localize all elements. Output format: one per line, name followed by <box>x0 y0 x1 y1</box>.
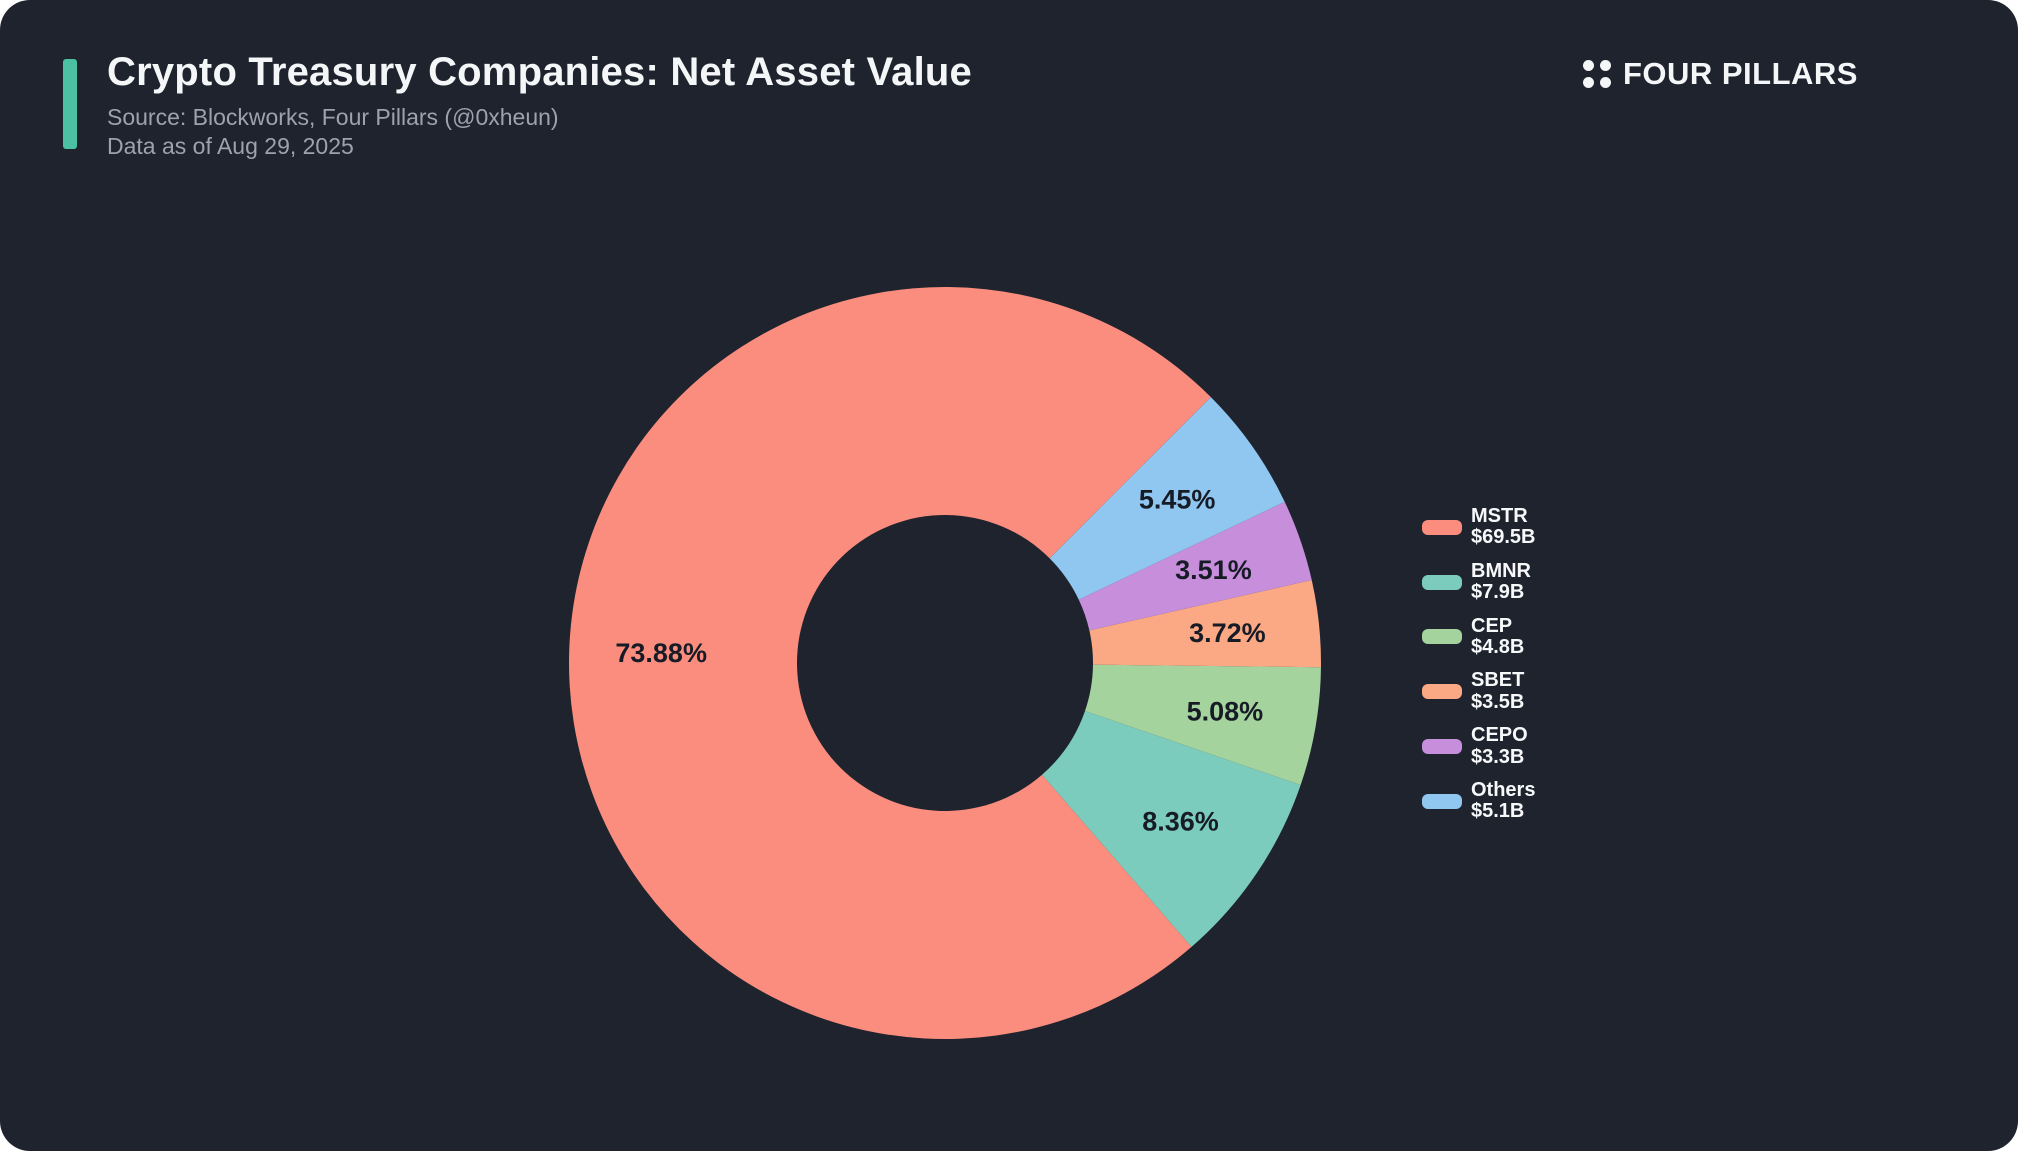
pie-slice-mstr <box>568 286 1211 1040</box>
legend-ticker: Others <box>1471 778 1536 801</box>
logo-dot <box>1582 76 1594 88</box>
legend-swatch-cepo <box>1422 739 1462 755</box>
legend-item-others: Others $5.1B <box>1422 778 1536 823</box>
slice-percent-label-mstr: 73.88% <box>615 638 707 668</box>
legend-swatch-cep <box>1422 629 1462 645</box>
legend-value: $4.8B <box>1471 635 1525 658</box>
slice-percent-label-cep: 5.08% <box>1187 696 1264 726</box>
legend-value: $7.9B <box>1471 581 1525 604</box>
legend-swatch-bmnr <box>1422 574 1462 590</box>
legend-value: $5.1B <box>1471 800 1525 823</box>
date-line: Data as of Aug 29, 2025 <box>107 133 354 160</box>
slice-percent-label-others: 5.45% <box>1139 484 1216 514</box>
legend-ticker: CEP <box>1471 614 1513 637</box>
pie-slice-others <box>1049 397 1285 600</box>
legend-swatch-mstr <box>1422 519 1462 535</box>
legend-item-bmnr: BMNR $7.9B <box>1422 559 1536 604</box>
pie-slice-cep <box>1084 664 1321 786</box>
title-accent-bar <box>63 59 77 149</box>
header: Crypto Treasury Companies: Net Asset Val… <box>107 50 972 162</box>
slice-percent-label-cepo: 3.51% <box>1175 555 1252 585</box>
legend-ticker: MSTR <box>1471 505 1528 527</box>
legend-item-cep: CEP $4.8B <box>1422 614 1536 659</box>
logo-dot <box>1582 59 1594 71</box>
slice-percent-label-sbet: 3.72% <box>1189 618 1266 648</box>
logo-text: FOUR PILLARS <box>1622 56 1858 91</box>
legend-item-sbet: SBET $3.5B <box>1422 669 1536 713</box>
slice-percent-label-bmnr: 8.36% <box>1142 807 1219 837</box>
legend-ticker: SBET <box>1471 669 1525 692</box>
pie-slice-cepo <box>1078 501 1312 631</box>
source-line: Source: Blockworks, Four Pillars (@0xheu… <box>107 104 559 130</box>
legend-swatch-others <box>1422 793 1462 809</box>
legend-swatch-sbet <box>1422 684 1462 700</box>
legend-value: $3.5B <box>1471 690 1525 713</box>
pie-slice-sbet <box>1089 580 1321 668</box>
chart-legend: MSTR $69.5B BMNR $7.9B CEP $4.8B SBET $3.5B CEPO… <box>1422 505 1536 835</box>
legend-ticker: BMNR <box>1471 559 1531 582</box>
logo-dot <box>1599 76 1611 88</box>
legend-value: $3.3B <box>1471 745 1525 768</box>
four-pillars-logo: FOUR PILLARS <box>1582 56 1858 91</box>
legend-value: $69.5B <box>1471 526 1536 549</box>
four-dots-icon <box>1582 59 1611 88</box>
legend-item-cepo: CEPO $3.3B <box>1422 724 1536 768</box>
legend-ticker: CEPO <box>1471 724 1528 747</box>
pie-slice-bmnr <box>1042 711 1301 947</box>
logo-dot <box>1599 59 1611 71</box>
legend-item-mstr: MSTR $69.5B <box>1422 505 1536 549</box>
page-title: Crypto Treasury Companies: Net Asset Val… <box>107 50 972 94</box>
